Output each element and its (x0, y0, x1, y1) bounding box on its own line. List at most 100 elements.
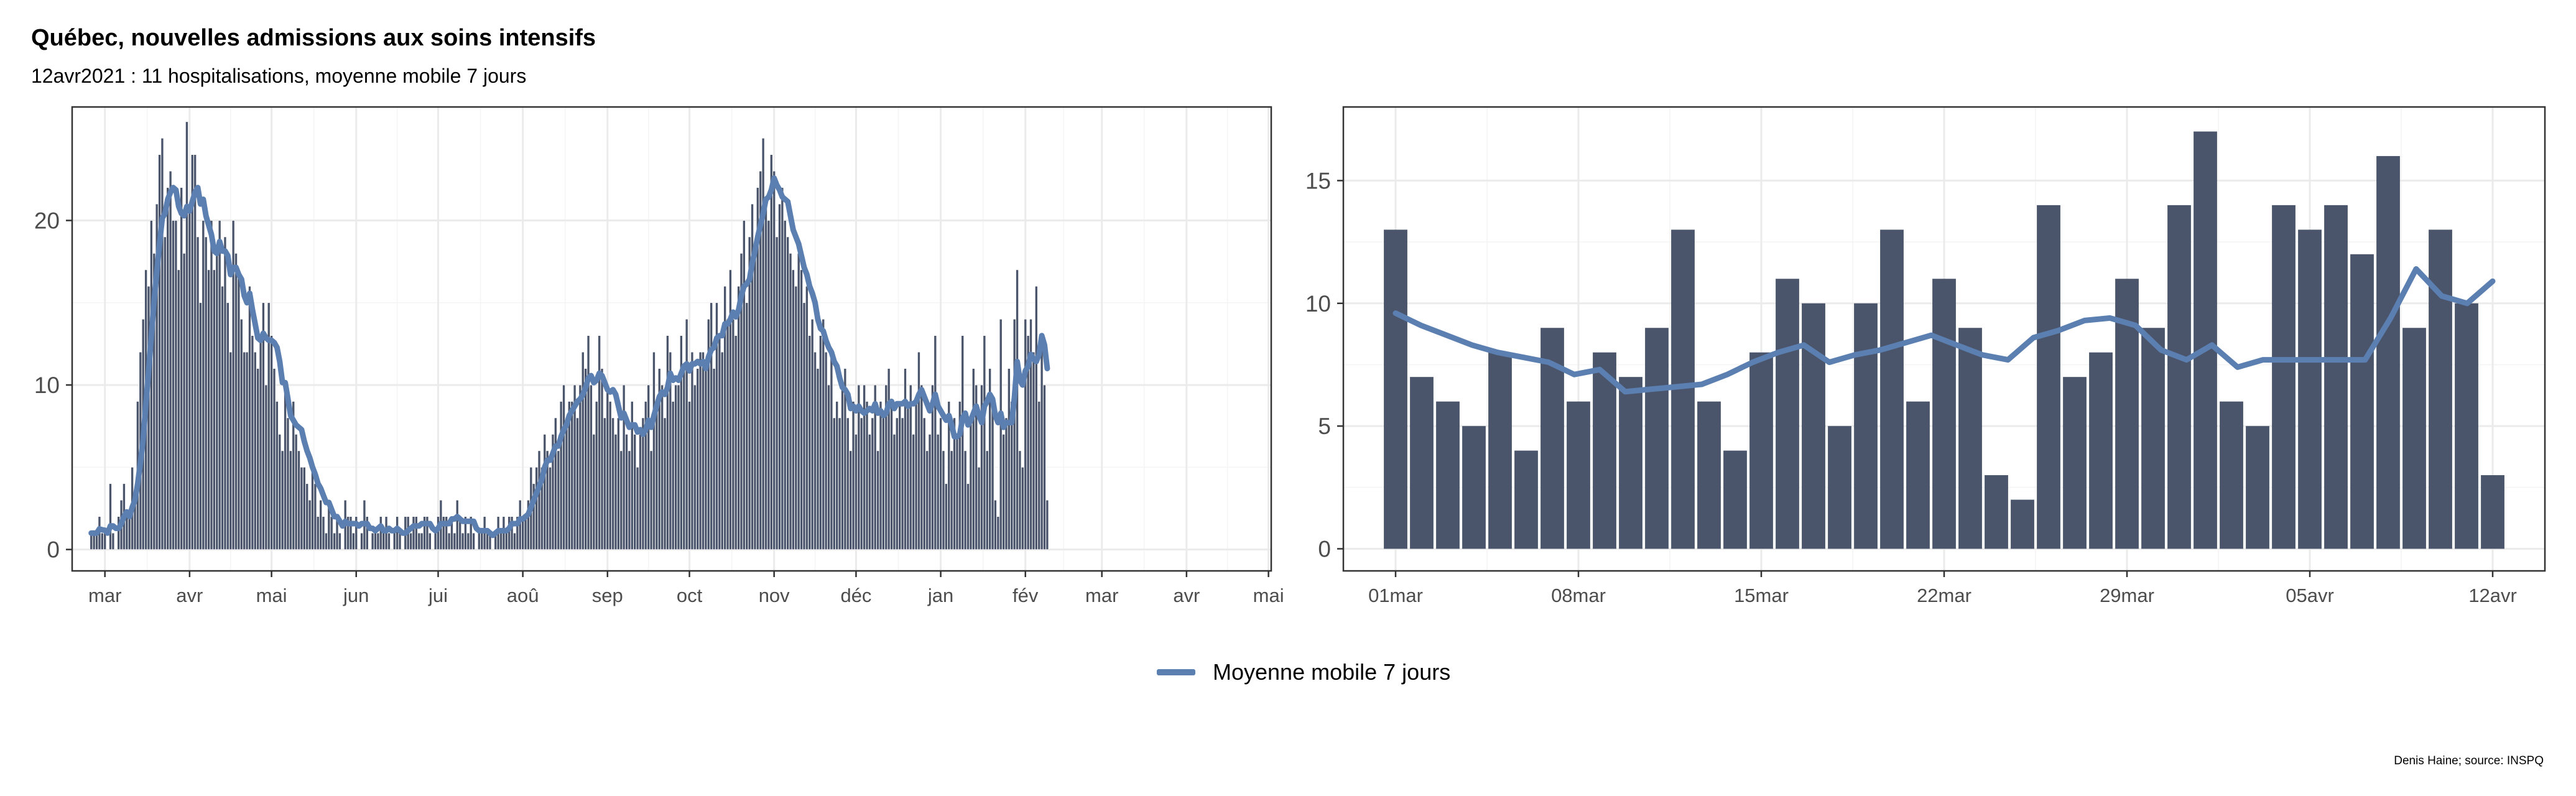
panel1-bar (202, 220, 205, 550)
panel1-bar (748, 236, 751, 550)
panel1-bar (595, 401, 598, 550)
panel1-bar (256, 368, 259, 550)
source-caption: Denis Haine; source: INSPQ (2394, 754, 2544, 767)
panel1-bar (660, 384, 664, 550)
panel2-bar (2246, 426, 2269, 549)
panel1-bar (655, 401, 659, 550)
panel1-bar (196, 236, 200, 550)
panel1-bar (641, 417, 645, 550)
panel1-bar (190, 154, 194, 550)
panel1-bar (453, 532, 456, 550)
panel1-bar (611, 417, 614, 550)
panel1-bar (513, 532, 516, 550)
panel1-bar (352, 532, 355, 550)
panel1-bar (649, 450, 653, 550)
panel1-bar (398, 532, 402, 550)
panel2-x-tick-label: 12avr (2468, 585, 2517, 606)
panel1-bar (568, 401, 571, 550)
panel1-bar (772, 170, 776, 550)
panel1-bar (931, 384, 934, 550)
panel1-bar (584, 368, 587, 550)
panel2-bar (2481, 475, 2504, 549)
panel1-bar (636, 467, 639, 550)
panel2-x-tick-label: 29mar (2100, 585, 2154, 606)
panel1-bar (207, 269, 210, 550)
panel1-bar (590, 384, 593, 550)
panel1-x-tick-label: avr (176, 585, 203, 606)
panel1-bar (330, 516, 333, 550)
panel1-bar (1045, 499, 1049, 550)
panel2-bar (1697, 401, 1721, 549)
panel1-bar (598, 335, 601, 550)
panel1-bar (693, 384, 697, 550)
panel2-bar (1436, 401, 1460, 549)
panel1-bar (972, 368, 975, 550)
panel1-bar (193, 154, 197, 550)
panel1-bar (608, 401, 612, 550)
panel1-bar (442, 516, 445, 550)
panel1-bar (1043, 384, 1046, 550)
panel1-bar (824, 351, 828, 550)
panel1-bar (955, 434, 959, 550)
panel1-bar (1021, 467, 1024, 550)
panel1-bar (797, 253, 800, 550)
panel2-bar (1828, 426, 1851, 549)
panel1-bar (231, 220, 235, 550)
panel1-x-tick-label: aoû (507, 585, 539, 606)
panel1-bar (945, 483, 948, 550)
panel1-bar (264, 384, 268, 550)
panel1-bar (775, 236, 779, 550)
panel1-y-tick-label: 20 (34, 208, 60, 234)
panel1-bar (859, 417, 863, 550)
panel2-rolling-mean-line (1392, 266, 2496, 395)
panel2-bar (1854, 303, 1878, 549)
panel1-bar (917, 351, 920, 550)
panel1-bar (412, 516, 415, 550)
panel1-bar (160, 137, 164, 550)
panel2-bar (2194, 131, 2217, 549)
panel1-x-tick-label: jui (428, 585, 448, 606)
panel1-bar (743, 220, 746, 550)
panel2-bar (2298, 229, 2322, 549)
panel1-bar (999, 318, 1003, 550)
panel1-x-tick-label: mai (1253, 585, 1284, 606)
panel1-bar (865, 401, 869, 550)
panel1-bar (666, 335, 669, 550)
panel1-x-tick-label: mar (1085, 585, 1118, 606)
panel1-bar (942, 450, 945, 550)
panel1-bar (185, 121, 188, 550)
panel1-bar (174, 220, 178, 550)
panel1-bar (625, 434, 628, 550)
panel1-bar (855, 434, 858, 550)
panel1-bar (1026, 335, 1030, 550)
panel1-bar (827, 384, 830, 550)
panel1-bar (753, 253, 757, 550)
panel1-bar (286, 417, 290, 550)
panel1-bar (800, 269, 803, 550)
panel1-bar (199, 302, 202, 550)
panel2-bar (1802, 303, 1825, 549)
panel1-bar (983, 335, 986, 550)
panel1-bar (647, 384, 650, 550)
panel1-bar (631, 401, 634, 550)
panel1-bar (1008, 368, 1011, 550)
panel2-bar (1619, 377, 1642, 549)
panel1-bar (382, 532, 385, 550)
panel1-bar (472, 532, 475, 550)
panel1-bar (710, 302, 713, 550)
panel1-bar (781, 187, 784, 550)
panel1-bar (210, 220, 213, 550)
panel1-bar (267, 302, 271, 550)
panel2-bar (1645, 328, 1669, 549)
panel2-x-tick-label: 15mar (1734, 585, 1789, 606)
panel1-panel-border (71, 106, 1272, 572)
panel2-bar (2063, 377, 2087, 549)
panel1-bar (499, 532, 503, 550)
panel1-bar (953, 417, 956, 550)
panel2-bar (2429, 229, 2452, 549)
panel1-bar (349, 516, 353, 550)
panel1-bar (833, 417, 836, 550)
panel1-bar (606, 384, 609, 550)
panel1-bar (879, 401, 883, 550)
